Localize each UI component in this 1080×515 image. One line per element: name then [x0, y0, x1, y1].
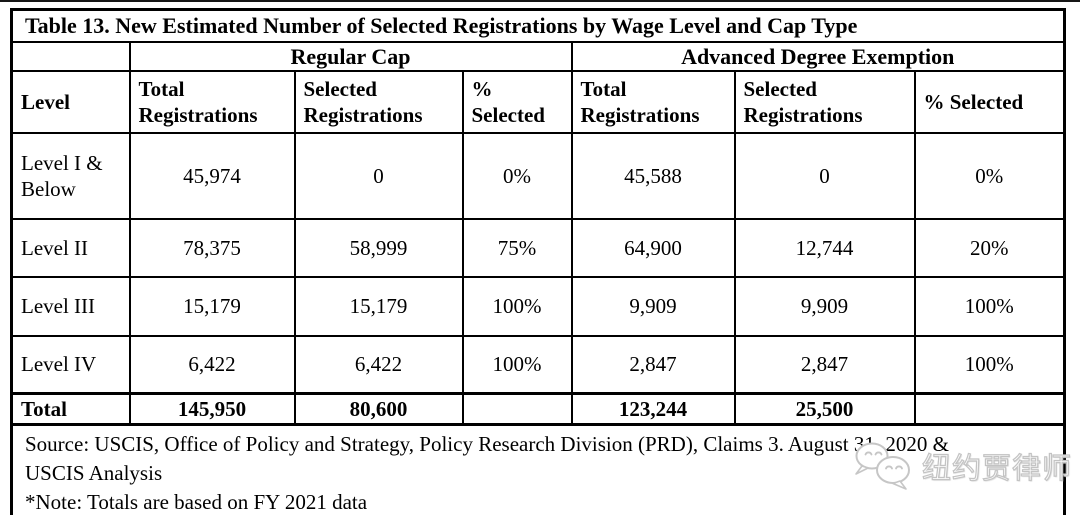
column-header-pct-selected-regular: % Selected — [461, 70, 573, 134]
column-header-total-registrations-ade: Total Registrations — [570, 70, 736, 134]
data-cell: 2,847 — [733, 335, 916, 394]
table-row: Level I & Below 45,974 0 0% 45,588 0 0% — [10, 132, 1066, 220]
total-data-cell — [913, 391, 1066, 426]
data-cell: 64,900 — [570, 218, 736, 278]
data-cell: 15,179 — [128, 276, 296, 337]
top-border-line — [0, 0, 1080, 2]
watermark: 纽约贾律师 — [851, 441, 1072, 491]
registrations-table: Table 13. New Estimated Number of Select… — [10, 8, 1066, 515]
total-data-cell: 123,244 — [570, 391, 736, 426]
table-row: Level II 78,375 58,999 75% 64,900 12,744… — [10, 218, 1066, 278]
data-cell: 12,744 — [733, 218, 916, 278]
level-cell: Level I & Below — [10, 132, 131, 220]
data-cell: 9,909 — [733, 276, 916, 337]
data-cell: 0 — [733, 132, 916, 220]
footer-cell: Source: USCIS, Office of Policy and Stra… — [10, 423, 1066, 515]
watermark-text: 纽约贾律师 — [921, 452, 1073, 485]
column-header-selected-registrations-ade: Selected Registrations — [733, 70, 916, 134]
data-cell: 78,375 — [128, 218, 296, 278]
wechat-icon — [855, 442, 910, 490]
column-header-level: Level — [10, 70, 131, 134]
group-header-advanced-degree-exemption: Advanced Degree Exemption — [570, 40, 1066, 72]
data-cell: 2,847 — [570, 335, 736, 394]
data-cell: 100% — [913, 276, 1066, 337]
data-cell: 100% — [461, 335, 573, 394]
column-header-selected-registrations-regular: Selected Registrations — [293, 70, 464, 134]
note-text: *Note: Totals are based on FY 2021 data — [25, 489, 368, 514]
data-cell: 0% — [461, 132, 573, 220]
data-cell: 0 — [293, 132, 464, 220]
group-header-row: Regular Cap Advanced Degree Exemption — [10, 40, 1066, 72]
data-cell: 20% — [913, 218, 1066, 278]
title-row: Table 13. New Estimated Number of Select… — [10, 8, 1066, 43]
data-cell: 6,422 — [293, 335, 464, 394]
level-cell: Level IV — [10, 335, 131, 394]
total-data-cell: 145,950 — [128, 391, 296, 426]
total-data-cell: 80,600 — [293, 391, 464, 426]
table-row: Level IV 6,422 6,422 100% 2,847 2,847 10… — [10, 335, 1066, 394]
column-header-row: Level Total Registrations Selected Regis… — [10, 70, 1066, 134]
data-cell: 45,588 — [570, 132, 736, 220]
data-cell: 45,974 — [128, 132, 296, 220]
data-cell: 6,422 — [128, 335, 296, 394]
data-cell: 0% — [913, 132, 1066, 220]
group-header-regular-cap: Regular Cap — [128, 40, 573, 72]
data-cell: 58,999 — [293, 218, 464, 278]
table-row: Level III 15,179 15,179 100% 9,909 9,909… — [10, 276, 1066, 337]
table-title: Table 13. New Estimated Number of Select… — [10, 8, 1066, 43]
source-text: Source: USCIS, Office of Policy and Stra… — [25, 431, 949, 485]
data-cell: 75% — [461, 218, 573, 278]
column-header-pct-selected-ade: % Selected — [913, 70, 1066, 134]
data-cell: 9,909 — [570, 276, 736, 337]
total-data-cell — [461, 391, 573, 426]
total-row: Total 145,950 80,600 123,244 25,500 — [10, 391, 1066, 426]
total-label-cell: Total — [10, 391, 131, 426]
column-header-total-registrations-regular: Total Registrations — [128, 70, 296, 134]
level-cell: Level II — [10, 218, 131, 278]
data-cell: 100% — [913, 335, 1066, 394]
footer-row: Source: USCIS, Office of Policy and Stra… — [10, 423, 1066, 515]
total-data-cell: 25,500 — [733, 391, 916, 426]
data-cell: 100% — [461, 276, 573, 337]
data-cell: 15,179 — [293, 276, 464, 337]
corner-empty-cell — [10, 40, 131, 72]
level-cell: Level III — [10, 276, 131, 337]
